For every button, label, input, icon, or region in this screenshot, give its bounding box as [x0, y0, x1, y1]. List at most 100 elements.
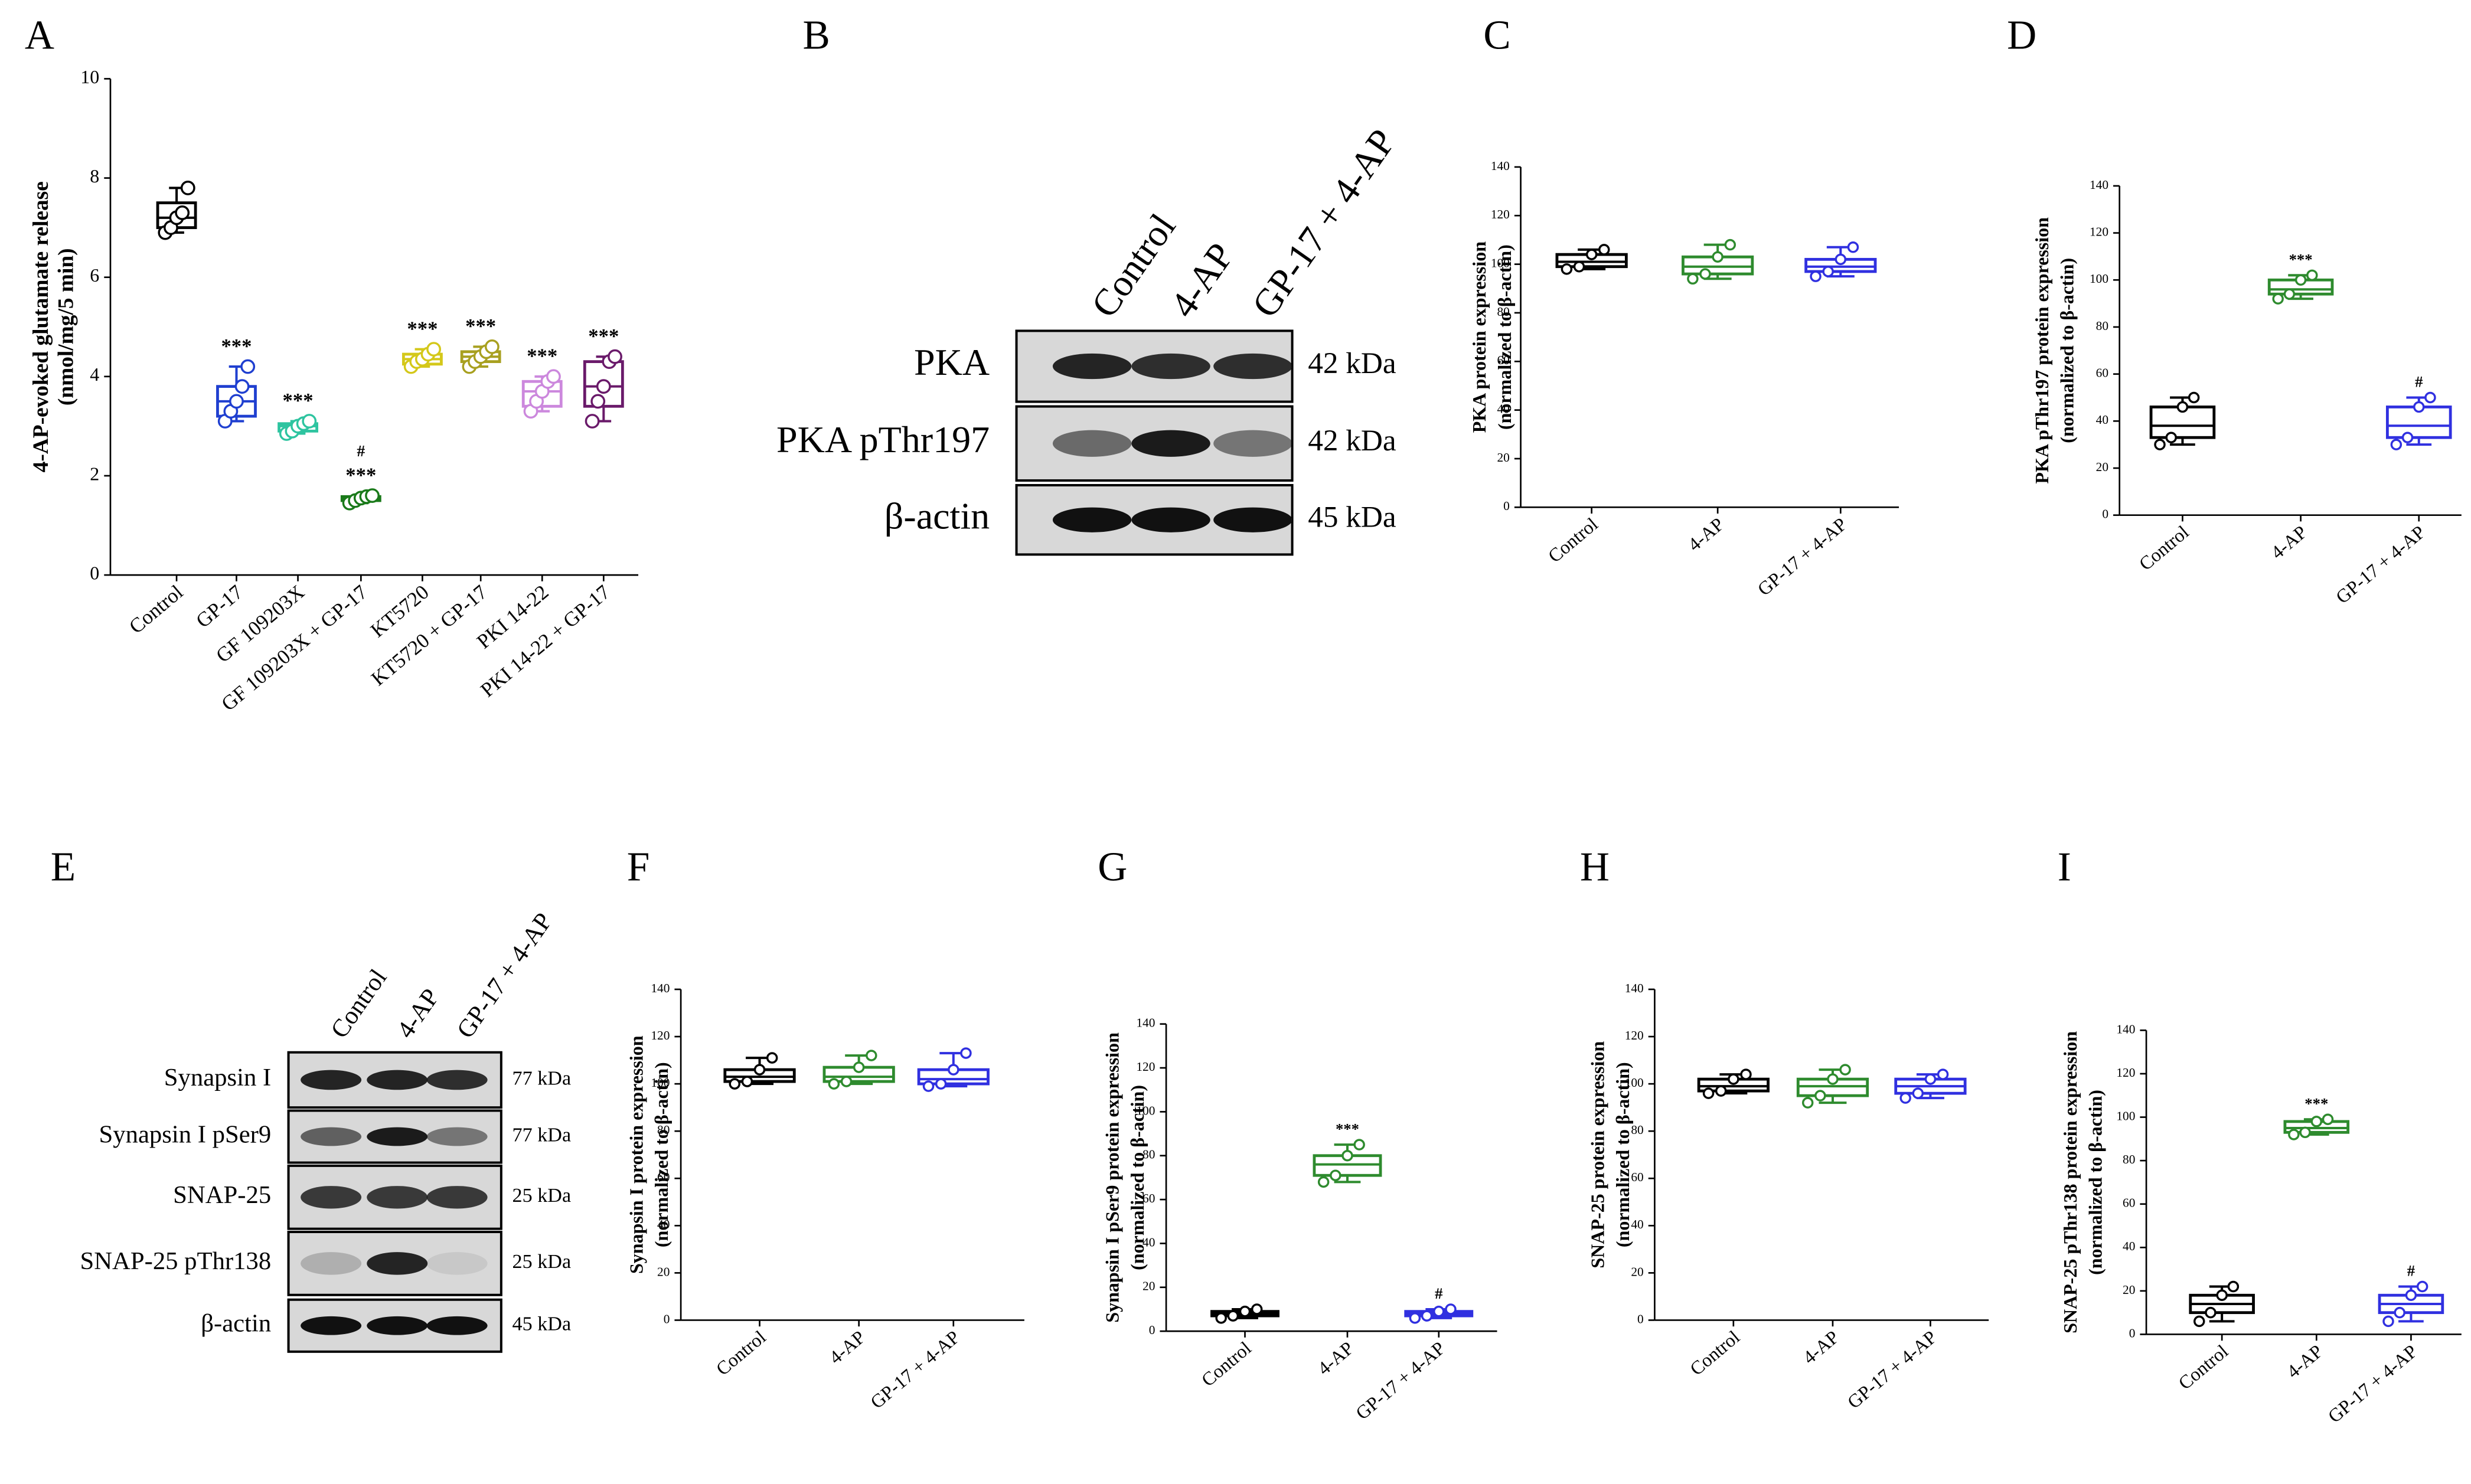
panel-letter: C: [1483, 13, 1510, 58]
x-tick-label: 4-AP: [2283, 1341, 2327, 1382]
y-tick-label: 120: [651, 1028, 670, 1042]
significance: ***: [221, 335, 252, 358]
data-point: [1353, 1139, 1365, 1150]
data-point: [1341, 1150, 1353, 1162]
y-axis-label: PKA protein expression: [1468, 241, 1490, 433]
x-tick-label: GP-17: [191, 580, 247, 632]
band: [301, 1316, 362, 1335]
y-tick-label: 60: [1143, 1191, 1155, 1205]
band: [1052, 430, 1132, 457]
panel-letter: F: [627, 845, 650, 890]
y-axis-label: (nmol/mg/5 min): [54, 248, 79, 406]
lane-label: Control: [1083, 206, 1183, 325]
y-axis-label: (normalized to β-actin): [2057, 258, 2078, 443]
band: [1131, 353, 1210, 380]
y-tick-label: 20: [2123, 1283, 2135, 1297]
protein-label: Synapsin I pSer9: [99, 1120, 272, 1148]
significance: ***: [2304, 1094, 2328, 1112]
y-axis-label: SNAP-25 pThr138 protein expression: [2059, 1031, 2081, 1333]
data-point: [1433, 1305, 1445, 1318]
data-point: [1839, 1064, 1851, 1076]
y-tick-label: 20: [1143, 1279, 1155, 1293]
data-point: [1699, 268, 1711, 280]
y-tick-label: 20: [1631, 1264, 1643, 1279]
data-point: [1561, 263, 1573, 275]
data-point: [1715, 1085, 1727, 1097]
data-point: [1728, 1073, 1739, 1085]
band: [1131, 507, 1210, 532]
y-axis-label: (normalized to β-actin): [2085, 1090, 2106, 1275]
panel-letter: I: [2058, 845, 2071, 890]
size-label: 25 kDa: [513, 1185, 572, 1207]
y-tick-label: 40: [2096, 413, 2108, 427]
data-point: [2193, 1315, 2205, 1328]
y-tick-label: 100: [651, 1076, 670, 1090]
band: [301, 1252, 362, 1275]
data-point: [302, 414, 317, 429]
band: [1213, 507, 1292, 532]
protein-label: PKA: [914, 341, 990, 383]
x-tick-label: 4-AP: [2267, 521, 2311, 563]
band: [367, 1186, 428, 1209]
y-axis-label: 4-AP-evoked glutamate release: [29, 181, 53, 472]
significance: ***: [1336, 1120, 1359, 1137]
data-point: [2382, 1315, 2394, 1328]
band: [426, 1186, 488, 1209]
panel-letter: B: [802, 13, 830, 58]
y-tick-label: 20: [657, 1264, 670, 1279]
protein-label: β-actin: [884, 495, 990, 537]
data-point: [2322, 1113, 2334, 1125]
y-tick-label: 120: [2116, 1065, 2135, 1080]
band: [1052, 507, 1132, 532]
data-point: [234, 379, 250, 394]
data-point: [1899, 1092, 1911, 1104]
data-point: [2413, 401, 2425, 413]
y-tick-label: 80: [1497, 305, 1510, 319]
data-point: [2306, 269, 2318, 282]
data-point: [741, 1076, 753, 1087]
data-point: [1702, 1087, 1715, 1099]
y-tick-label: 10: [80, 66, 99, 87]
band: [301, 1127, 362, 1146]
y-tick-label: 40: [1631, 1217, 1643, 1231]
data-point: [1822, 266, 1834, 277]
band: [367, 1070, 428, 1090]
data-point: [2310, 1116, 2323, 1127]
data-point: [1445, 1303, 1457, 1315]
data-point: [426, 342, 442, 357]
y-tick-label: 20: [2096, 460, 2108, 474]
y-tick-label: 140: [1136, 1016, 1155, 1030]
x-tick-label: GP-17 + 4-AP: [2324, 1341, 2421, 1427]
size-label: 42 kDa: [1308, 424, 1396, 457]
data-point: [2424, 391, 2436, 404]
panel-letter: E: [51, 845, 76, 890]
data-point: [866, 1050, 877, 1061]
significance: ***: [407, 317, 438, 340]
data-point: [2416, 1280, 2428, 1293]
band: [367, 1127, 428, 1146]
x-tick-label: Control: [1686, 1326, 1744, 1380]
data-point: [596, 379, 611, 394]
y-axis-label: PKA pThr197 protein expression: [2031, 217, 2052, 484]
size-label: 45 kDa: [513, 1313, 572, 1335]
x-tick-label: GP-17 + 4-AP: [1352, 1337, 1449, 1424]
x-tick-label: 4-AP: [1798, 1326, 1843, 1368]
y-axis-label: Synapsin I pSer9 protein expression: [1101, 1032, 1122, 1323]
significance: ***: [2289, 250, 2313, 268]
size-label: 25 kDa: [513, 1251, 572, 1273]
size-label: 77 kDa: [513, 1067, 572, 1089]
protein-label: SNAP-25: [173, 1181, 271, 1209]
data-point: [546, 369, 561, 384]
band: [1052, 353, 1132, 380]
data-point: [2299, 1126, 2311, 1139]
x-tick-label: GP-17 + 4-AP: [866, 1326, 964, 1413]
y-tick-label: 6: [90, 264, 99, 286]
band: [301, 1070, 362, 1090]
y-tick-label: 0: [2102, 507, 2108, 521]
y-tick-label: 100: [1136, 1103, 1155, 1117]
y-axis-label: SNAP-25 protein expression: [1587, 1041, 1608, 1269]
y-tick-label: 20: [1497, 450, 1510, 465]
panel-letter: G: [1098, 845, 1127, 890]
data-point: [1810, 270, 1822, 282]
significance: #: [1435, 1284, 1442, 1302]
